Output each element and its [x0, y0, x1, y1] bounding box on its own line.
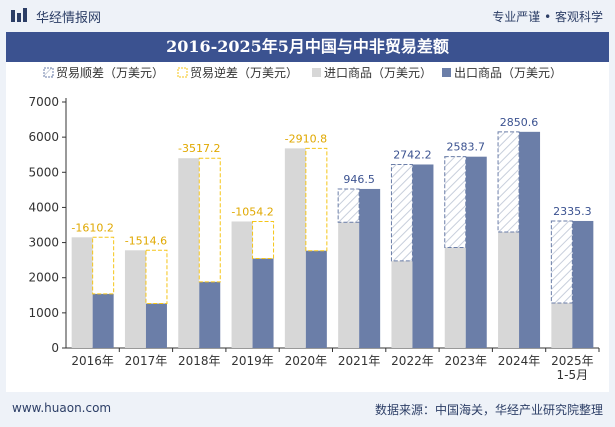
deficit-box [198, 157, 221, 283]
y-tick-label: 5000 [28, 165, 59, 179]
balance-label: -1610.2 [71, 221, 113, 234]
chart-svg: 贸易顺差（万美元） 贸易逆差（万美元） 进口商品（万美元） 出口商品（万美元） 0 10… [28, 65, 600, 382]
y-tick-label: 1000 [28, 306, 59, 320]
export-bar [412, 164, 434, 348]
surplus-box [550, 220, 573, 304]
export-bar [305, 250, 327, 348]
tagline: 专业严谨 • 客观科学 [492, 10, 603, 24]
legend-label: 出口商品（万美元） [454, 65, 562, 80]
balance-label: 946.5 [343, 173, 375, 186]
footer: www.huaon.com 数据来源：中国海关，华经产业研究院整理 [0, 394, 615, 427]
import-bar [551, 303, 573, 348]
deficit-box [305, 147, 328, 252]
import-bar [71, 237, 93, 348]
export-bar [199, 281, 221, 348]
import-bar [178, 158, 200, 348]
export-bar [252, 258, 274, 348]
balance-label: -1514.6 [125, 234, 167, 247]
surplus-box [444, 156, 467, 248]
surplus-box [337, 188, 360, 223]
surplus-box [497, 131, 520, 233]
import-bar [231, 221, 253, 348]
legend-swatch-surplus [43, 67, 54, 78]
y-tick-label: 0 [51, 341, 59, 355]
balance-label: 2850.6 [500, 116, 539, 129]
export-bar [572, 220, 594, 348]
balance-label: 2335.3 [553, 205, 592, 218]
site-link[interactable]: www.huaon.com [12, 401, 112, 415]
chart-data-labels: -1610.2 -1514.6 -3517.2 -1054.2 -2910.8 946.5… [71, 116, 591, 247]
deficit-box [252, 220, 275, 260]
x-tick-label: 2023年 [444, 354, 487, 368]
import-bar [124, 250, 146, 348]
data-source: 数据来源：中国海关，华经产业研究院整理 [374, 403, 603, 417]
export-bar [92, 293, 114, 348]
export-bar [519, 131, 541, 348]
import-bar [391, 260, 413, 348]
import-bar [284, 148, 306, 348]
surplus-box [390, 163, 413, 262]
legend-label: 贸易顺差（万美元） [56, 66, 164, 80]
chart-legend: 贸易顺差（万美元） 贸易逆差（万美元） 进口商品（万美元） 出口商品（万美元） [43, 65, 562, 80]
y-tick-label: 7000 [28, 95, 59, 109]
x-tick-label: 2025年 [551, 354, 594, 368]
chart-area: 贸易顺差（万美元） 贸易逆差（万美元） 进口商品（万美元） 出口商品（万美元） 0 10… [6, 62, 609, 392]
legend-label: 进口商品（万美元） [324, 65, 432, 80]
brand-name[interactable]: 华经情报网 [36, 11, 102, 26]
deficit-box [145, 249, 168, 305]
balance-label: 2742.2 [393, 148, 432, 161]
import-bar [444, 247, 466, 348]
x-tick-label: 1-5月 [557, 368, 589, 382]
legend-swatch-import [312, 68, 321, 77]
export-bar [359, 188, 381, 348]
x-tick-label: 2022年 [391, 354, 434, 368]
chart-bars [71, 131, 594, 348]
brand-logo-icon [11, 8, 27, 22]
chart-axes: 0 1000 2000 3000 4000 5000 6000 7000 2016年 2017年 2… [28, 95, 600, 382]
legend-swatch-export [442, 68, 451, 77]
x-tick-label: 2018年 [178, 354, 221, 368]
legend-label: 贸易逆差（万美元） [190, 65, 298, 80]
balance-label: 2583.7 [447, 141, 486, 154]
chart-title: 2016-2025年5月中国与中非贸易差额 [6, 32, 609, 62]
x-tick-label: 2017年 [125, 354, 168, 368]
import-bar [498, 232, 520, 348]
export-bar [465, 156, 487, 348]
legend-swatch-deficit [177, 67, 188, 78]
x-tick-label: 2016年 [71, 354, 114, 368]
y-tick-label: 6000 [28, 130, 59, 144]
x-tick-label: 2021年 [338, 354, 381, 368]
balance-label: -1054.2 [231, 205, 273, 218]
balance-label: -2910.8 [285, 132, 327, 145]
deficit-box [92, 236, 115, 295]
x-tick-label: 2020年 [285, 354, 328, 368]
balance-label: -3517.2 [178, 142, 220, 155]
export-bar [145, 303, 167, 348]
y-tick-label: 4000 [28, 200, 59, 214]
import-bar [338, 222, 360, 348]
top-bar: 华经情报网 专业严谨 • 客观科学 [0, 0, 615, 32]
x-tick-label: 2024年 [498, 354, 541, 368]
y-tick-label: 3000 [28, 236, 59, 250]
x-tick-label: 2019年 [231, 354, 274, 368]
y-tick-label: 2000 [28, 271, 59, 285]
